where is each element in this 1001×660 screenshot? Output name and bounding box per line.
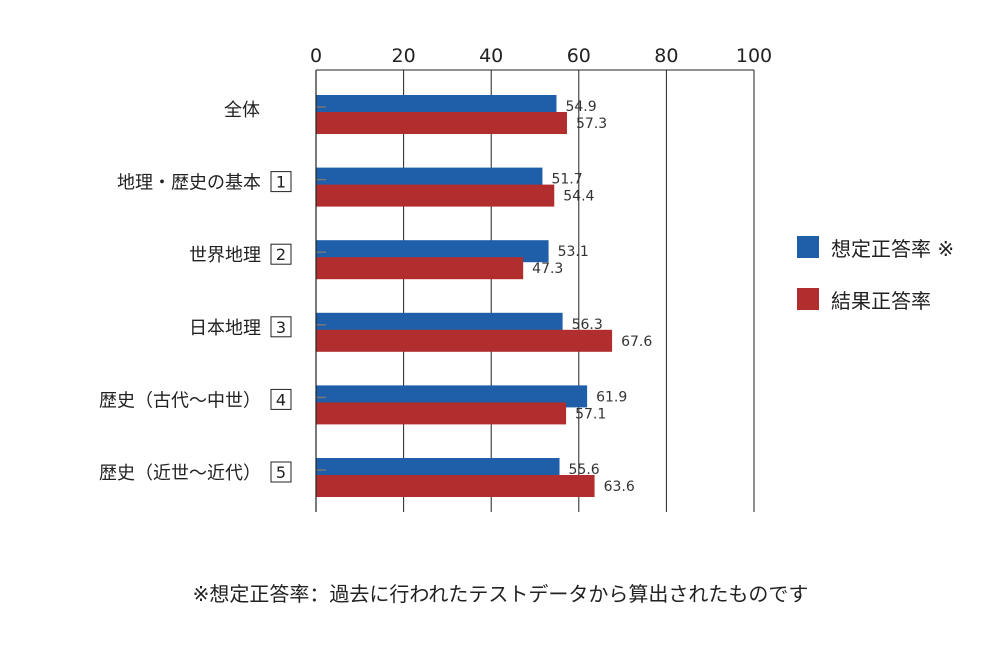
category-number-box [270, 171, 292, 193]
category-number: 3 [276, 318, 286, 337]
legend-swatch-result [797, 288, 819, 310]
value-label-result: 54.4 [563, 189, 594, 205]
bar-result [316, 402, 567, 425]
category-number-box [270, 461, 292, 483]
value-label-expected: 54.9 [565, 99, 596, 115]
bar-expected [316, 458, 560, 480]
bar-expected [316, 312, 563, 335]
value-label-expected: 51.7 [551, 172, 582, 188]
category-label: 世界地理 [189, 245, 261, 266]
legend-label-expected: 想定正答率 ※ [831, 236, 955, 261]
value-label-result: 57.3 [576, 116, 607, 132]
x-tick-label: 0 [310, 45, 322, 67]
value-label-expected: 53.1 [558, 244, 589, 260]
bar-result [316, 329, 613, 352]
x-tick-label: 20 [392, 45, 416, 67]
category-label: 地理・歴史の基本 [117, 173, 261, 194]
category-number-box [270, 316, 292, 338]
x-tick-label: 80 [654, 45, 678, 67]
x-tick-label: 100 [736, 45, 772, 67]
bar-expected [316, 95, 557, 117]
value-label-result: 57.1 [575, 406, 606, 422]
value-label-result: 47.3 [532, 261, 563, 277]
value-label-expected: 61.9 [596, 389, 627, 405]
x-tick-label: 60 [567, 45, 591, 67]
category-number-box [270, 388, 292, 410]
category-number-box [270, 243, 292, 265]
value-label-result: 67.6 [621, 334, 652, 350]
value-label-result: 63.6 [604, 479, 635, 495]
category-number: 2 [276, 245, 286, 264]
category-label: 日本地理 [189, 318, 261, 339]
legend-label-result: 結果正答率 [831, 288, 931, 313]
bar-result [316, 257, 524, 280]
bar-result [316, 475, 595, 497]
bar-expected [316, 385, 588, 408]
value-label-expected: 55.6 [569, 462, 600, 478]
category-number: 1 [276, 173, 286, 192]
legend-swatch-expected [797, 236, 819, 258]
category-label: 歴史（近世～近代） [99, 463, 261, 484]
bar-expected [316, 167, 543, 190]
bar-result [316, 112, 567, 134]
legend: 想定正答率 ※ 結果正答率 [797, 232, 954, 336]
category-label: 歴史（古代～中世） [99, 390, 261, 411]
value-label-expected: 56.3 [572, 317, 603, 333]
bar-result [316, 184, 555, 207]
legend-item-expected: 想定正答率 ※ [797, 232, 954, 262]
legend-item-result: 結果正答率 [797, 284, 954, 314]
category-number: 4 [276, 390, 286, 409]
bar-expected [316, 240, 549, 263]
category-label: 全体 [224, 100, 260, 121]
category-number: 5 [276, 463, 286, 482]
x-tick-label: 40 [479, 45, 503, 67]
footnote: ※想定正答率：過去に行われたテストデータから算出されたものです [192, 582, 809, 606]
